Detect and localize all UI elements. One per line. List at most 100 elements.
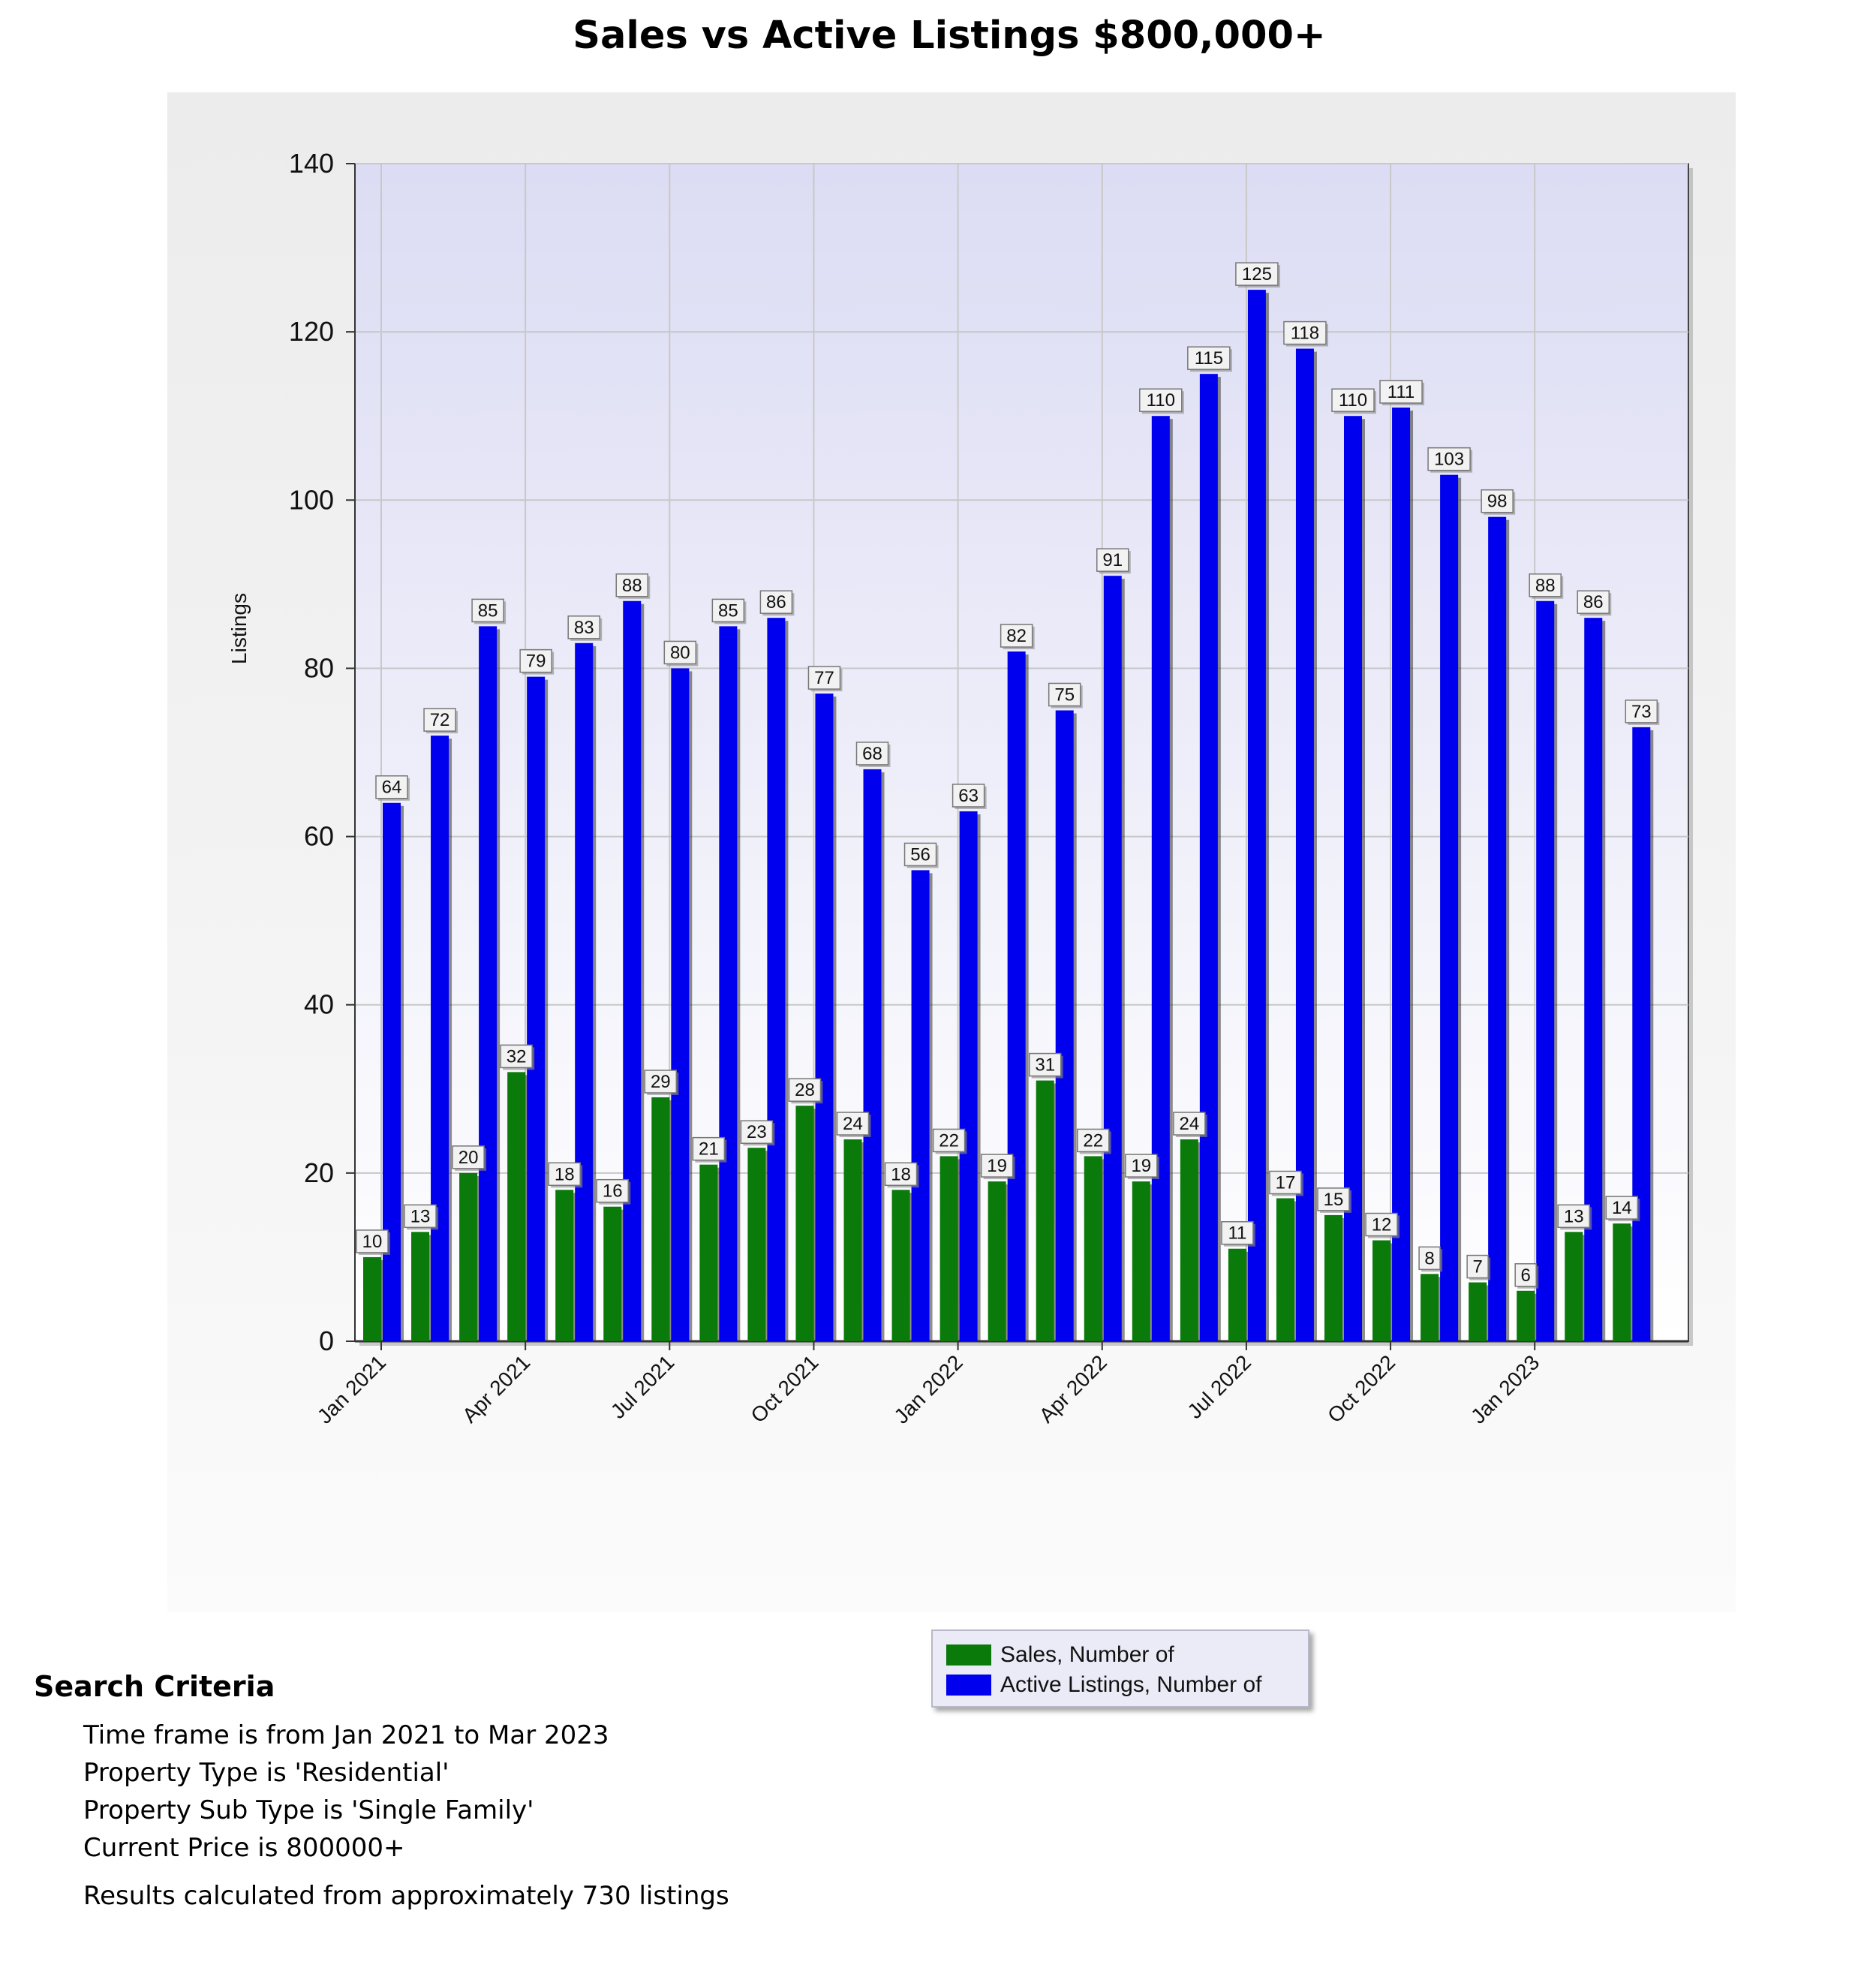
sales-bar xyxy=(1517,1290,1535,1341)
active-listings-data-label: 79 xyxy=(526,651,546,672)
search-criteria-heading: Search Criteria xyxy=(34,1670,275,1703)
sales-bar xyxy=(699,1164,718,1341)
active-listings-bar xyxy=(863,769,882,1341)
data-label-box xyxy=(519,648,552,673)
sales-data-label: 18 xyxy=(555,1164,575,1184)
legend-item-sales: Sales, Number of xyxy=(946,1641,1174,1669)
sales-data-label: 15 xyxy=(1324,1190,1344,1210)
sales-bar xyxy=(1276,1198,1294,1341)
sales-data-label: 6 xyxy=(1521,1265,1531,1286)
sales-bar xyxy=(1180,1139,1198,1341)
data-label-box xyxy=(1000,624,1033,648)
criteria-property-sub-type: Property Sub Type is 'Single Family' xyxy=(83,1795,534,1825)
x-tick-label: Apr 2022 xyxy=(1035,1350,1111,1427)
active-listings-bar xyxy=(1151,416,1170,1341)
chart-panel: 0 20 40 60 80 100 120 140 Jan 2021 Apr 2021 Jul 20… xyxy=(167,92,1736,1708)
active-listings-data-label: 83 xyxy=(574,618,594,638)
sales-bar xyxy=(940,1156,958,1341)
active-listings-data-label: 82 xyxy=(1006,626,1027,646)
legend-label: Sales, Number of xyxy=(1000,1642,1174,1667)
criteria-time-frame: Time frame is from Jan 2021 to Mar 2023 xyxy=(83,1720,609,1750)
data-label-box xyxy=(952,784,985,808)
data-label-box xyxy=(1625,700,1658,724)
sales-data-label: 19 xyxy=(987,1156,1007,1176)
chart-title: Sales vs Active Listings $800,000+ xyxy=(573,14,1326,58)
active-listings-data-label: 73 xyxy=(1631,702,1652,722)
y-axis-label: Listings xyxy=(227,593,251,664)
data-label-box xyxy=(548,1162,581,1187)
active-listings-data-label: 72 xyxy=(430,710,450,730)
sales-data-label: 32 xyxy=(507,1046,527,1067)
data-label-box xyxy=(1077,1128,1110,1153)
sales-bar xyxy=(363,1256,381,1341)
data-label-box xyxy=(1557,1204,1590,1229)
active-listings-data-label: 56 xyxy=(910,844,930,865)
data-label-box xyxy=(1173,1112,1206,1136)
sales-bar xyxy=(603,1206,622,1341)
data-label-box xyxy=(884,1162,918,1187)
data-label-box xyxy=(692,1136,726,1161)
sales-data-label: 10 xyxy=(362,1232,383,1252)
active-listings-data-label: 103 xyxy=(1434,450,1464,470)
active-listings-bar xyxy=(1007,651,1026,1341)
criteria-property-type: Property Type is 'Residential' xyxy=(83,1758,449,1788)
sales-bar xyxy=(1324,1214,1342,1341)
sales-data-label: 18 xyxy=(891,1164,911,1184)
active-listings-bar xyxy=(527,676,546,1341)
sales-data-label: 24 xyxy=(1179,1114,1199,1134)
active-listings-data-label: 86 xyxy=(1583,592,1604,612)
sales-data-label: 22 xyxy=(939,1130,959,1151)
y-tick-label: 20 xyxy=(304,1157,334,1188)
data-label-box xyxy=(356,1229,389,1253)
sales-data-label: 13 xyxy=(410,1206,431,1226)
sales-bar xyxy=(1132,1181,1150,1341)
active-listings-data-label: 75 xyxy=(1054,685,1075,705)
x-tick-label: Jan 2021 xyxy=(313,1350,390,1428)
data-label-box xyxy=(855,742,889,766)
data-label-box xyxy=(1048,682,1081,707)
sales-bar xyxy=(1469,1282,1487,1341)
data-label-box xyxy=(1365,1212,1398,1237)
sales-data-label: 23 xyxy=(747,1122,767,1142)
active-listings-data-label: 98 xyxy=(1487,492,1508,512)
active-listings-data-label: 77 xyxy=(814,668,834,688)
sales-data-label: 11 xyxy=(1228,1223,1246,1244)
data-label-box xyxy=(375,775,408,799)
data-label-box xyxy=(711,598,745,623)
data-label-box xyxy=(1096,548,1129,572)
data-label-box xyxy=(759,590,793,614)
data-label-box xyxy=(644,1070,678,1094)
active-listings-bar xyxy=(959,811,978,1341)
active-listings-bar xyxy=(383,802,401,1341)
data-label-box xyxy=(1283,320,1327,345)
active-listings-bar xyxy=(623,600,642,1341)
x-tick-label: Oct 2021 xyxy=(746,1350,822,1427)
sales-bar xyxy=(411,1232,430,1341)
active-listings-data-label: 91 xyxy=(1102,550,1123,570)
data-label-box xyxy=(567,615,600,639)
data-label-box xyxy=(1235,262,1279,286)
sales-bar xyxy=(1228,1248,1246,1341)
data-label-box xyxy=(1481,489,1514,513)
sales-data-label: 24 xyxy=(843,1114,863,1134)
active-listings-data-label: 115 xyxy=(1195,348,1223,369)
sales-data-label: 29 xyxy=(651,1072,671,1092)
data-label-box xyxy=(471,598,504,623)
data-label-box xyxy=(1269,1170,1302,1195)
data-label-box xyxy=(1427,447,1471,471)
data-label-box xyxy=(1125,1154,1158,1178)
active-listings-data-label: 85 xyxy=(718,600,738,621)
sales-bar xyxy=(555,1190,574,1341)
y-tick-label: 40 xyxy=(304,989,334,1020)
data-label-box xyxy=(1418,1246,1441,1271)
data-label-box xyxy=(1028,1052,1062,1077)
y-tick-label: 80 xyxy=(304,652,334,683)
data-label-box xyxy=(740,1120,774,1144)
data-label-box xyxy=(1221,1220,1254,1245)
sales-data-label: 14 xyxy=(1612,1198,1632,1218)
data-label-box xyxy=(1331,388,1375,412)
active-listings-data-label: 88 xyxy=(622,576,642,596)
active-listings-data-label: 111 xyxy=(1387,382,1415,402)
active-listings-bar xyxy=(431,736,449,1341)
data-label-box xyxy=(596,1178,629,1203)
